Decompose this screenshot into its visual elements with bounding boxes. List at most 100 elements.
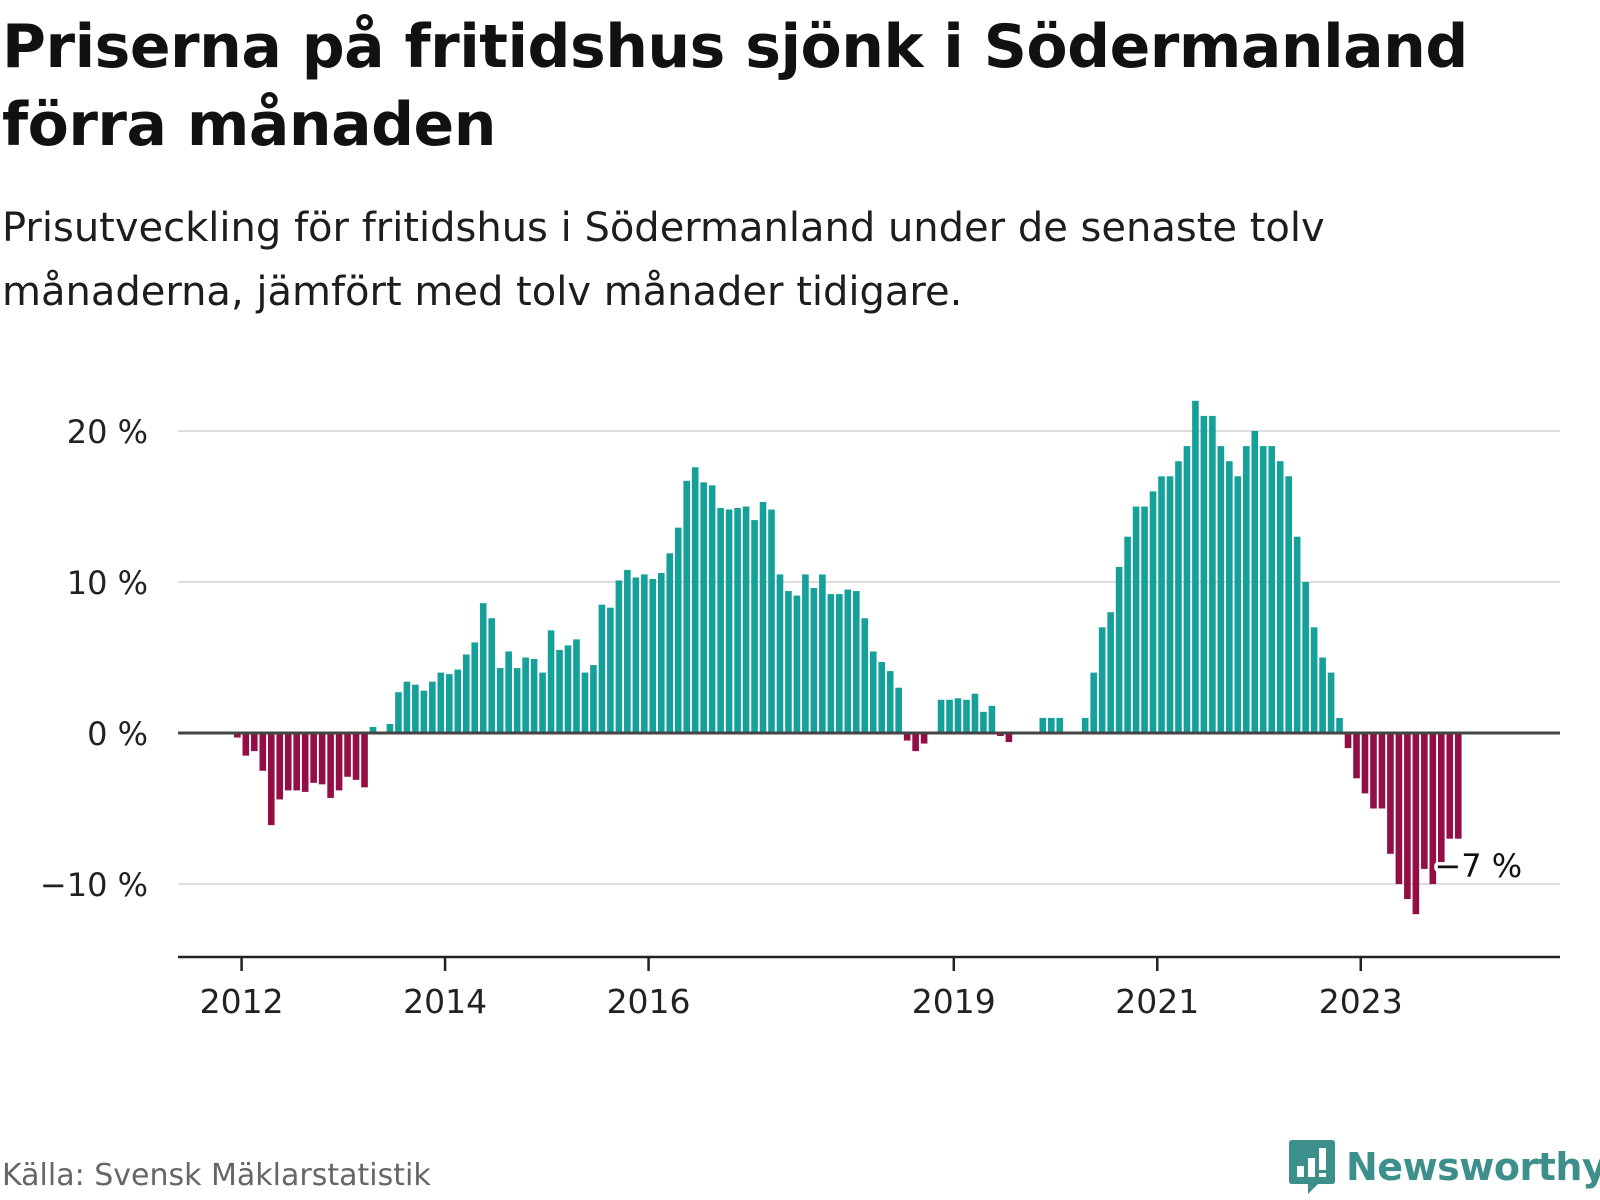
bar <box>1421 733 1428 869</box>
bar <box>1259 446 1267 733</box>
bar <box>657 572 665 733</box>
x-tick-label: 2012 <box>200 982 284 1021</box>
bar <box>776 574 784 733</box>
bar <box>954 698 962 733</box>
bar <box>759 501 767 733</box>
annotation-label: −7 % <box>1434 847 1522 885</box>
bar <box>1217 446 1225 733</box>
bar <box>624 569 631 733</box>
bar <box>276 733 284 800</box>
bar <box>1446 733 1454 839</box>
bar <box>607 607 614 733</box>
bar <box>641 574 648 733</box>
y-tick-label: 20 % <box>67 413 148 451</box>
bar <box>1353 733 1360 779</box>
bar <box>708 485 716 733</box>
bar <box>836 594 843 733</box>
bar <box>1209 415 1216 733</box>
bar <box>1395 733 1403 884</box>
gridlines <box>178 430 1560 885</box>
chart-subtitle: Prisutveckling för fritidshus i Söderman… <box>2 205 1325 315</box>
bar <box>301 733 309 792</box>
bar <box>980 711 987 733</box>
bar <box>361 733 368 788</box>
bar <box>310 733 317 783</box>
bar <box>1336 717 1343 733</box>
bar <box>988 705 996 733</box>
bar <box>259 733 267 771</box>
bar <box>1166 476 1174 733</box>
bar <box>632 577 640 733</box>
bar <box>437 672 445 733</box>
bar <box>878 662 886 733</box>
bar <box>1183 446 1191 733</box>
bar <box>615 580 623 733</box>
tick-labels: −10 % 0 % 10 % 20 % 2012 2014 2016 2019 2021 2023 <box>40 413 1403 1021</box>
bar <box>1098 627 1106 733</box>
bar <box>1234 476 1242 733</box>
bar <box>785 591 792 733</box>
bar <box>1081 717 1089 733</box>
chart-title: Priserna på fritidshus sjönk i Södermanl… <box>2 12 1468 160</box>
bar <box>403 681 411 733</box>
bar <box>742 506 750 733</box>
bar <box>1302 582 1309 733</box>
bar <box>318 733 326 785</box>
bar <box>1361 733 1369 794</box>
bar <box>793 595 801 733</box>
bar <box>1276 461 1284 733</box>
bar <box>1005 733 1013 743</box>
newsworthy-logo-icon <box>1289 1140 1335 1194</box>
bar <box>335 733 343 791</box>
bar <box>471 642 479 733</box>
bar <box>903 733 911 741</box>
bar <box>1115 566 1123 733</box>
bar-chart: −10 % 0 % 10 % 20 % 2012 2014 2016 2019 2021 2023… <box>40 400 1560 1021</box>
bar <box>1404 733 1411 900</box>
bar <box>1242 446 1250 733</box>
bar <box>513 668 521 733</box>
bar <box>1192 400 1199 733</box>
bar <box>395 692 402 733</box>
bar <box>284 733 292 791</box>
bar <box>1141 506 1148 733</box>
bar <box>963 699 970 733</box>
bar <box>1175 461 1182 733</box>
bar <box>886 671 894 733</box>
bar <box>590 665 597 733</box>
bar <box>598 604 606 733</box>
bar <box>1327 672 1335 733</box>
bar <box>547 630 555 733</box>
bar <box>242 733 250 756</box>
bar <box>352 733 360 780</box>
x-tick-label: 2023 <box>1319 982 1403 1021</box>
bar <box>1437 733 1445 869</box>
brand-name: Newsworthy <box>1346 1145 1600 1189</box>
bar <box>267 733 275 826</box>
bar <box>1378 733 1386 809</box>
bar <box>505 651 512 733</box>
bar <box>1124 536 1131 733</box>
x-tick-label: 2021 <box>1115 982 1199 1021</box>
bar <box>522 657 529 733</box>
bar <box>1047 717 1055 733</box>
bar-series <box>234 400 1462 915</box>
bar <box>1132 506 1140 733</box>
bar <box>1454 733 1462 839</box>
bar <box>1412 733 1420 915</box>
bar <box>1251 431 1259 733</box>
bar <box>530 659 538 733</box>
bar <box>1149 491 1157 733</box>
annotation: −7 % <box>1431 843 1526 888</box>
axes <box>178 731 1560 971</box>
bar <box>827 594 835 733</box>
bar <box>751 520 758 733</box>
bar <box>573 639 580 733</box>
bar <box>946 699 953 733</box>
x-tick-label: 2019 <box>912 982 996 1021</box>
bar <box>1107 612 1114 733</box>
bar <box>666 553 674 733</box>
bar <box>869 651 877 733</box>
bar <box>251 733 258 752</box>
bar <box>1370 733 1377 809</box>
